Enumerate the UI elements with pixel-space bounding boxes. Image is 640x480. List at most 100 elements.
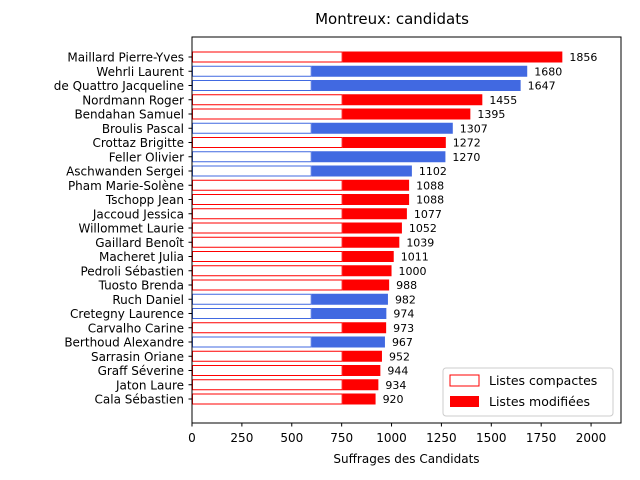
bar-compactes bbox=[192, 80, 312, 91]
value-labels: 1856168016471455139513071272127011021088… bbox=[383, 51, 598, 406]
x-tick-label: 2000 bbox=[576, 431, 607, 445]
bar-compactes bbox=[192, 51, 343, 63]
bar-value-label: 1856 bbox=[569, 51, 597, 64]
x-axis-ticks: 0 250 500 750 1000 1250 1500 1750 2000 bbox=[188, 423, 606, 445]
bar-modifiees bbox=[342, 108, 471, 120]
bar-modifiees bbox=[311, 336, 385, 348]
candidate-label: Maillard Pierre-Yves bbox=[67, 51, 184, 65]
bar-modifiees bbox=[342, 236, 400, 248]
candidate-label: Aschwanden Sergei bbox=[66, 165, 184, 179]
bar-compactes bbox=[192, 379, 343, 391]
x-tick-label: 500 bbox=[280, 431, 303, 445]
bar-value-label: 973 bbox=[393, 322, 414, 335]
legend-label-modifiees: Listes modifiées bbox=[489, 394, 590, 409]
bar-compactes bbox=[192, 293, 312, 305]
legend-frame bbox=[442, 367, 614, 417]
legend-swatch-compactes bbox=[449, 374, 480, 387]
candidate-label: Tschopp Jean bbox=[105, 193, 184, 207]
bar-modifiees bbox=[342, 393, 376, 405]
bar-modifiees bbox=[311, 293, 388, 305]
bar-compactes bbox=[192, 151, 312, 163]
x-tick-label: 1750 bbox=[526, 431, 557, 445]
candidate-label: Broulis Pascal bbox=[102, 122, 184, 136]
bar-value-label: 1395 bbox=[477, 108, 505, 121]
bar-compactes bbox=[192, 165, 312, 177]
bar-value-label: 920 bbox=[383, 393, 404, 406]
bar-value-label: 974 bbox=[393, 308, 414, 321]
bar-modifiees bbox=[342, 51, 563, 63]
x-tick-label: 1000 bbox=[376, 431, 407, 445]
plot-frame bbox=[191, 36, 622, 424]
bar-modifiees bbox=[311, 80, 521, 91]
bar-value-label: 1088 bbox=[416, 194, 444, 207]
bar-modifiees bbox=[342, 379, 379, 391]
bar-value-label: 1000 bbox=[399, 265, 427, 278]
bar-compactes bbox=[192, 336, 312, 348]
bar-compactes bbox=[192, 251, 343, 262]
bar-compactes bbox=[192, 65, 312, 77]
legend-label-compactes: Listes compactes bbox=[489, 373, 597, 388]
candidate-label: Macheret Julia bbox=[99, 250, 184, 264]
legend: Listes compactes Listes modifiées bbox=[442, 367, 614, 417]
bar-value-label: 1455 bbox=[489, 94, 517, 107]
candidate-label: Sarrasin Oriane bbox=[91, 350, 184, 364]
bar-modifiees bbox=[311, 308, 387, 319]
bar-compactes bbox=[192, 94, 343, 106]
bar-compactes bbox=[192, 279, 343, 291]
bar-value-label: 1039 bbox=[406, 236, 434, 249]
bar-modifiees bbox=[342, 322, 387, 334]
bar-compactes bbox=[192, 194, 343, 205]
bar-value-label: 967 bbox=[392, 336, 413, 349]
candidate-label: Nordmann Roger bbox=[82, 93, 184, 107]
bar-compactes bbox=[192, 108, 343, 120]
bar-compactes bbox=[192, 236, 343, 248]
candidate-label: Ruch Daniel bbox=[112, 293, 184, 307]
bar-modifiees bbox=[342, 365, 381, 376]
bar-value-label: 982 bbox=[395, 293, 416, 306]
bar-value-label: 988 bbox=[396, 279, 417, 292]
bar-compactes bbox=[192, 208, 343, 220]
x-tick-label: 1250 bbox=[426, 431, 457, 445]
bar-value-label: 1272 bbox=[453, 137, 481, 150]
candidate-label: Gaillard Benoît bbox=[95, 236, 184, 250]
candidate-label: Tuosto Brenda bbox=[98, 279, 184, 293]
bar-modifiees bbox=[342, 94, 483, 106]
bar-value-label: 944 bbox=[387, 365, 408, 378]
candidate-label: Wehrli Laurent bbox=[96, 65, 184, 79]
bar-value-label: 1647 bbox=[528, 80, 556, 93]
bar-modifiees bbox=[342, 350, 382, 362]
x-tick-label: 0 bbox=[188, 431, 196, 445]
bar-value-label: 1052 bbox=[409, 222, 437, 235]
bar-modifiees bbox=[311, 165, 412, 177]
candidate-label: Graff Séverine bbox=[98, 364, 184, 378]
bar-modifiees bbox=[342, 137, 446, 148]
bar-modifiees bbox=[342, 265, 392, 277]
x-tick-label: 1500 bbox=[476, 431, 507, 445]
bar-modifiees bbox=[342, 251, 394, 262]
candidate-label: Pedroli Sébastien bbox=[80, 264, 184, 278]
bar-compactes bbox=[192, 365, 343, 376]
bar-modifiees bbox=[342, 208, 407, 220]
x-tick-label: 250 bbox=[230, 431, 253, 445]
x-tick-label: 750 bbox=[330, 431, 353, 445]
bar-compactes bbox=[192, 393, 343, 405]
legend-swatch-modifiees bbox=[450, 396, 479, 407]
bar-modifiees bbox=[342, 279, 390, 291]
bar-compactes bbox=[192, 179, 343, 191]
bar-value-label: 1307 bbox=[460, 122, 488, 135]
bar-modifiees bbox=[311, 151, 446, 163]
candidate-label: Cretegny Laurence bbox=[70, 307, 184, 321]
x-axis-label: Suffrages des Candidats bbox=[333, 452, 479, 466]
bar-value-label: 1102 bbox=[419, 165, 447, 178]
bar-compactes bbox=[192, 322, 343, 334]
bar-value-label: 952 bbox=[389, 350, 410, 363]
candidate-label: de Quattro Jacqueline bbox=[54, 79, 184, 93]
bar-value-label: 1088 bbox=[416, 179, 444, 192]
bar-modifiees bbox=[342, 179, 410, 191]
candidate-label: Willommet Laurie bbox=[78, 222, 184, 236]
bar-value-label: 934 bbox=[385, 379, 406, 392]
bar-compactes bbox=[192, 222, 343, 234]
bar-modifiees bbox=[311, 65, 528, 77]
